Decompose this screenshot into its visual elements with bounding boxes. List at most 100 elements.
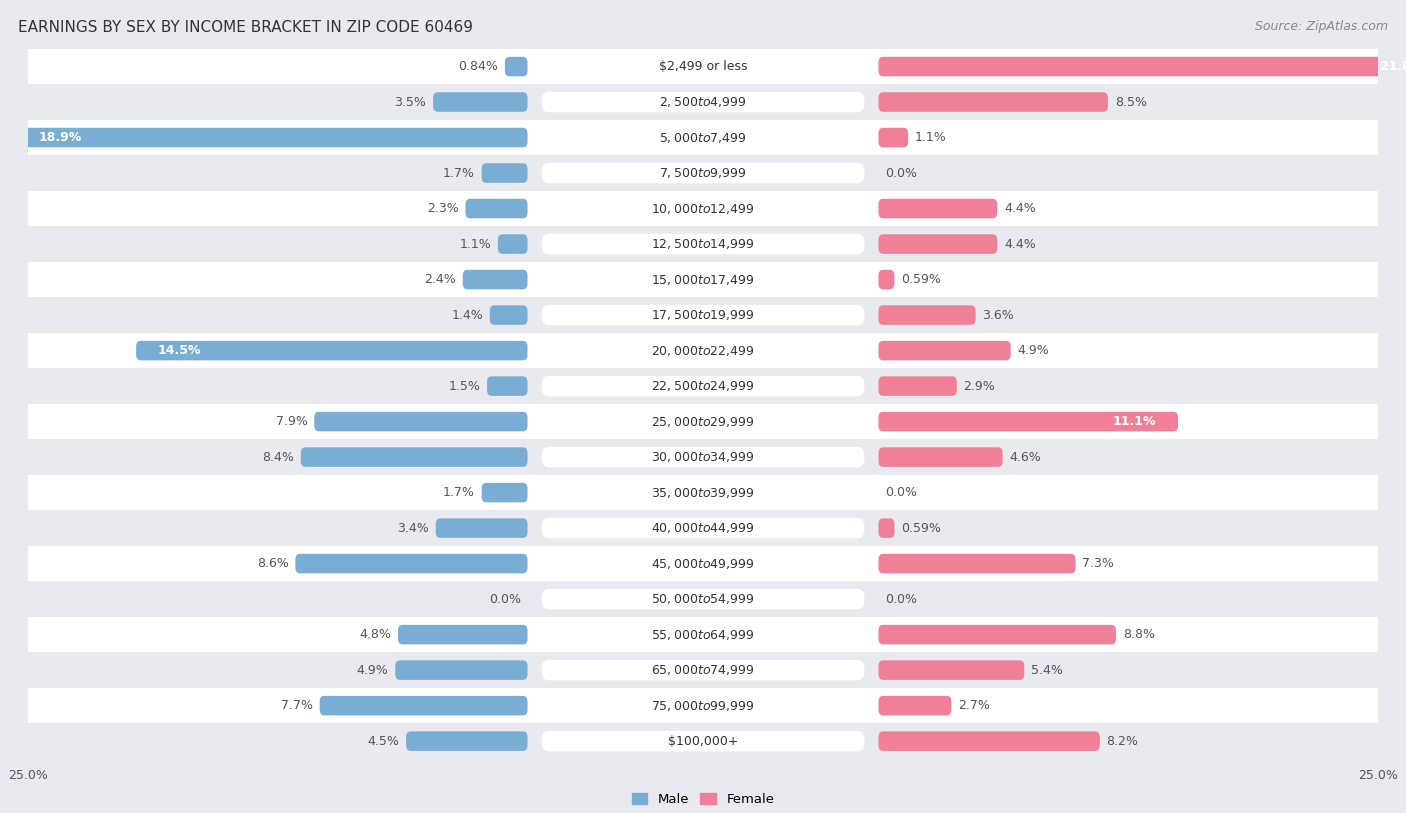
FancyBboxPatch shape <box>541 695 865 716</box>
FancyBboxPatch shape <box>17 128 527 147</box>
FancyBboxPatch shape <box>541 198 865 219</box>
Text: 8.4%: 8.4% <box>262 450 294 463</box>
FancyBboxPatch shape <box>28 652 1378 688</box>
FancyBboxPatch shape <box>879 660 1024 680</box>
FancyBboxPatch shape <box>465 199 527 219</box>
Text: $17,500 to $19,999: $17,500 to $19,999 <box>651 308 755 322</box>
FancyBboxPatch shape <box>295 554 527 573</box>
FancyBboxPatch shape <box>505 57 527 76</box>
Text: Source: ZipAtlas.com: Source: ZipAtlas.com <box>1254 20 1388 33</box>
FancyBboxPatch shape <box>879 554 1076 573</box>
Text: $5,000 to $7,499: $5,000 to $7,499 <box>659 131 747 145</box>
FancyBboxPatch shape <box>879 412 1178 432</box>
Text: 2.9%: 2.9% <box>963 380 995 393</box>
Text: 1.5%: 1.5% <box>449 380 481 393</box>
Text: 0.59%: 0.59% <box>901 522 941 535</box>
FancyBboxPatch shape <box>541 305 865 325</box>
FancyBboxPatch shape <box>28 333 1378 368</box>
FancyBboxPatch shape <box>541 624 865 645</box>
Text: 1.1%: 1.1% <box>915 131 946 144</box>
Text: 4.9%: 4.9% <box>1018 344 1049 357</box>
FancyBboxPatch shape <box>436 519 527 538</box>
FancyBboxPatch shape <box>28 688 1378 724</box>
Text: 2.4%: 2.4% <box>425 273 456 286</box>
FancyBboxPatch shape <box>879 519 894 538</box>
Legend: Male, Female: Male, Female <box>626 788 780 811</box>
Text: 0.0%: 0.0% <box>886 486 917 499</box>
FancyBboxPatch shape <box>879 57 1406 76</box>
FancyBboxPatch shape <box>541 411 865 432</box>
FancyBboxPatch shape <box>879 341 1011 360</box>
Text: $75,000 to $99,999: $75,000 to $99,999 <box>651 698 755 713</box>
Text: $35,000 to $39,999: $35,000 to $39,999 <box>651 485 755 500</box>
FancyBboxPatch shape <box>879 92 1108 112</box>
Text: 4.9%: 4.9% <box>357 663 388 676</box>
FancyBboxPatch shape <box>28 581 1378 617</box>
FancyBboxPatch shape <box>489 306 527 325</box>
Text: $55,000 to $64,999: $55,000 to $64,999 <box>651 628 755 641</box>
Text: 21.0%: 21.0% <box>1381 60 1406 73</box>
FancyBboxPatch shape <box>28 617 1378 652</box>
FancyBboxPatch shape <box>315 412 527 432</box>
Text: 0.0%: 0.0% <box>886 167 917 180</box>
FancyBboxPatch shape <box>28 191 1378 226</box>
Text: $20,000 to $22,499: $20,000 to $22,499 <box>651 344 755 358</box>
Text: 0.0%: 0.0% <box>886 593 917 606</box>
FancyBboxPatch shape <box>541 376 865 396</box>
FancyBboxPatch shape <box>541 341 865 361</box>
Text: 4.4%: 4.4% <box>1004 237 1036 250</box>
FancyBboxPatch shape <box>28 511 1378 546</box>
Text: 3.4%: 3.4% <box>398 522 429 535</box>
Text: $15,000 to $17,499: $15,000 to $17,499 <box>651 272 755 286</box>
Text: $10,000 to $12,499: $10,000 to $12,499 <box>651 202 755 215</box>
FancyBboxPatch shape <box>879 447 1002 467</box>
Text: 8.6%: 8.6% <box>257 557 288 570</box>
Text: $50,000 to $54,999: $50,000 to $54,999 <box>651 592 755 606</box>
FancyBboxPatch shape <box>541 92 865 112</box>
Text: 1.7%: 1.7% <box>443 486 475 499</box>
Text: 3.5%: 3.5% <box>395 96 426 109</box>
FancyBboxPatch shape <box>482 483 527 502</box>
Text: $7,500 to $9,999: $7,500 to $9,999 <box>659 166 747 180</box>
Text: 7.3%: 7.3% <box>1083 557 1114 570</box>
Text: $2,499 or less: $2,499 or less <box>659 60 747 73</box>
FancyBboxPatch shape <box>28 368 1378 404</box>
FancyBboxPatch shape <box>879 306 976 325</box>
FancyBboxPatch shape <box>463 270 527 289</box>
Text: $65,000 to $74,999: $65,000 to $74,999 <box>651 663 755 677</box>
FancyBboxPatch shape <box>482 163 527 183</box>
FancyBboxPatch shape <box>406 732 527 751</box>
Text: 4.6%: 4.6% <box>1010 450 1042 463</box>
Text: 11.1%: 11.1% <box>1114 415 1157 428</box>
FancyBboxPatch shape <box>301 447 527 467</box>
FancyBboxPatch shape <box>879 270 894 289</box>
Text: $45,000 to $49,999: $45,000 to $49,999 <box>651 557 755 571</box>
Text: 8.8%: 8.8% <box>1123 628 1154 641</box>
FancyBboxPatch shape <box>541 660 865 680</box>
FancyBboxPatch shape <box>541 234 865 254</box>
FancyBboxPatch shape <box>28 120 1378 155</box>
FancyBboxPatch shape <box>28 85 1378 120</box>
Text: 8.2%: 8.2% <box>1107 735 1139 748</box>
Text: EARNINGS BY SEX BY INCOME BRACKET IN ZIP CODE 60469: EARNINGS BY SEX BY INCOME BRACKET IN ZIP… <box>18 20 474 35</box>
FancyBboxPatch shape <box>541 518 865 538</box>
Text: $30,000 to $34,999: $30,000 to $34,999 <box>651 450 755 464</box>
FancyBboxPatch shape <box>541 163 865 183</box>
FancyBboxPatch shape <box>28 724 1378 759</box>
FancyBboxPatch shape <box>28 49 1378 85</box>
FancyBboxPatch shape <box>541 554 865 574</box>
Text: 7.7%: 7.7% <box>281 699 314 712</box>
FancyBboxPatch shape <box>28 226 1378 262</box>
Text: $100,000+: $100,000+ <box>668 735 738 748</box>
FancyBboxPatch shape <box>879 732 1099 751</box>
Text: 3.6%: 3.6% <box>983 309 1014 322</box>
FancyBboxPatch shape <box>879 376 956 396</box>
FancyBboxPatch shape <box>136 341 527 360</box>
FancyBboxPatch shape <box>28 262 1378 298</box>
Text: $25,000 to $29,999: $25,000 to $29,999 <box>651 415 755 428</box>
FancyBboxPatch shape <box>879 199 997 219</box>
FancyBboxPatch shape <box>28 546 1378 581</box>
Text: $22,500 to $24,999: $22,500 to $24,999 <box>651 379 755 393</box>
FancyBboxPatch shape <box>541 447 865 467</box>
Text: 2.7%: 2.7% <box>957 699 990 712</box>
